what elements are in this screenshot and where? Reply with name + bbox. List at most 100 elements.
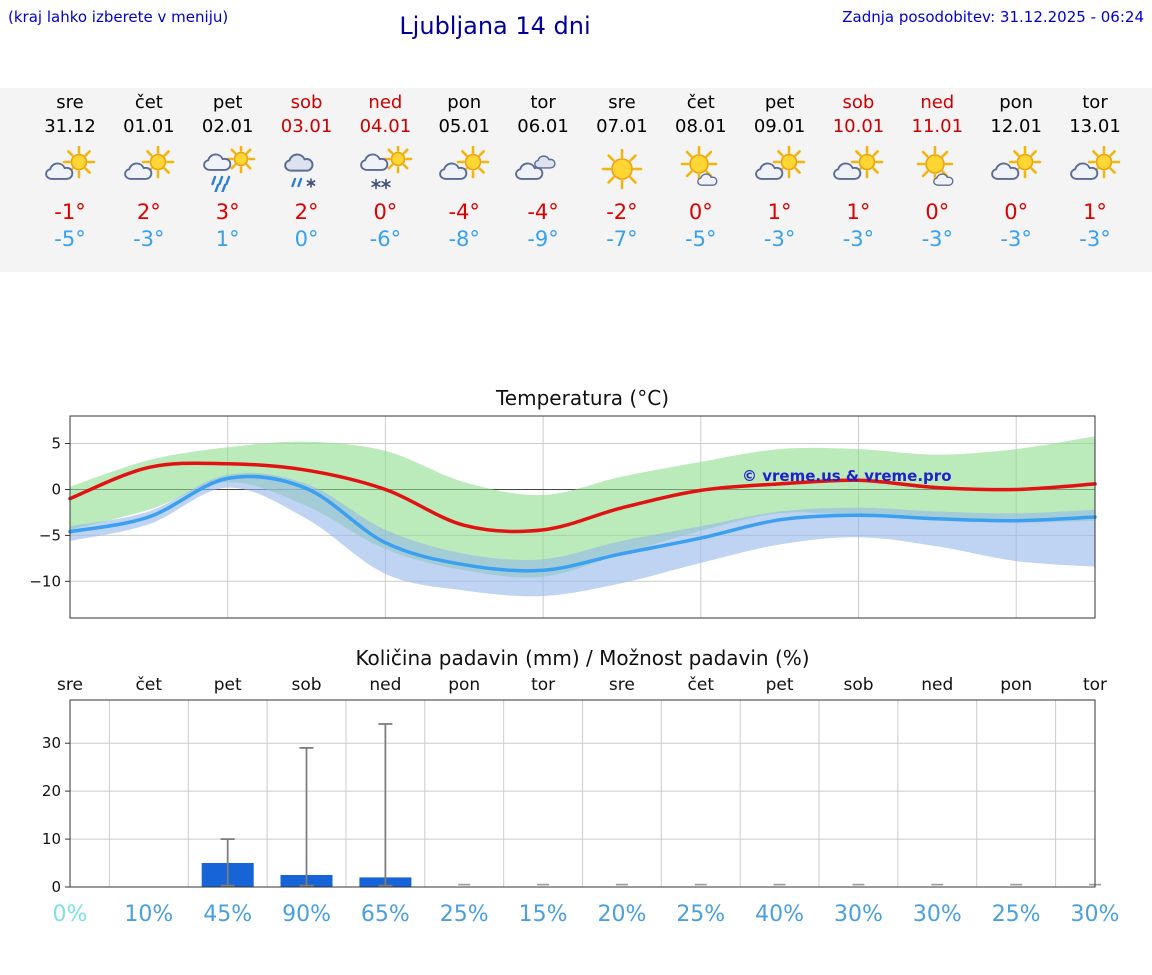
day-high-temp: 0°	[1004, 200, 1029, 224]
precip-day-label: tor	[531, 675, 555, 695]
precip-probability: 25%	[439, 902, 489, 927]
precip-day-label: pon	[448, 675, 480, 695]
day-name: ned	[368, 92, 403, 113]
day-date: 03.01	[280, 116, 333, 137]
day-name: sob	[290, 92, 323, 113]
forecast-day: sob 10.01 1° -3°	[819, 92, 898, 251]
day-date: 01.01	[123, 116, 175, 137]
day-date: 11.01	[911, 116, 964, 137]
precip-day-label: pet	[214, 675, 242, 695]
precip-day-label: sob	[843, 675, 873, 695]
precip-whisker	[220, 838, 235, 887]
day-name: pon	[447, 92, 482, 113]
precip-day-label: pet	[766, 675, 794, 695]
precip-probability: 30%	[912, 902, 962, 927]
precip-probability: 90%	[282, 902, 331, 927]
day-low-temp: -3°	[921, 227, 954, 251]
day-low-temp: -3°	[763, 227, 796, 251]
day-name: ned	[920, 92, 955, 113]
day-high-temp: 0°	[373, 200, 398, 224]
sun-cloud-icon	[31, 145, 110, 192]
day-low-temp: -6°	[369, 227, 402, 251]
sun-cloud-icon	[740, 145, 819, 192]
forecast-day: čet 01.01 2° -3°	[109, 92, 188, 251]
precip-probability: 30%	[1070, 902, 1120, 927]
day-high-temp: 2°	[294, 200, 319, 224]
day-name: tor	[530, 92, 556, 113]
day-low-temp: -3°	[842, 227, 875, 251]
sun-cloud-icon	[109, 145, 188, 192]
temp-ytick-label: −5	[39, 526, 61, 544]
forecast-day: ned 11.01 0° -3°	[898, 92, 977, 251]
precip-probability: 40%	[755, 902, 805, 927]
day-low-temp: -3°	[133, 227, 165, 251]
sleet-icon	[267, 146, 346, 192]
sun-cloud-icon	[1056, 145, 1135, 192]
precip-day-label: sre	[57, 675, 83, 695]
forecast-day: tor 06.01 -4° -9°	[504, 92, 583, 251]
precip-probability: 15%	[518, 902, 568, 927]
precip-probability: 20%	[597, 902, 647, 927]
precip-gridlines	[70, 700, 1095, 887]
precip-ytick-label: 10	[42, 830, 61, 848]
snow-icon	[346, 144, 425, 192]
precip-day-label: tor	[1083, 675, 1107, 695]
day-low-temp: -9°	[527, 227, 559, 251]
day-high-temp: 1°	[767, 200, 792, 224]
day-name: sob	[842, 92, 875, 113]
day-date: 10.01	[832, 116, 885, 137]
forecast-day: pon 05.01 -4° -8°	[425, 92, 504, 251]
day-date: 02.01	[201, 116, 254, 137]
day-low-temp: -3°	[1000, 227, 1032, 251]
forecast-day: pet 02.01 3° 1°	[188, 92, 267, 251]
day-low-temp: -5°	[685, 227, 717, 251]
menu-hint: (kraj lahko izberete v meniju)	[8, 8, 229, 26]
max-temperature-line	[68, 461, 1097, 534]
forecast-day: sob 03.01 2° 0°	[267, 92, 346, 251]
watermark: © vreme.us & vreme.pro	[742, 467, 952, 485]
rain-icon	[188, 144, 267, 194]
day-date: 09.01	[753, 116, 806, 137]
temperature-chart-title: Temperatura (°C)	[495, 386, 669, 410]
temperature-chart: 5 0 −5 −10 © vreme.us & vreme.pro	[29, 415, 1097, 619]
day-low-temp: -8°	[448, 227, 480, 251]
forecast-day: pet 09.01 1° -3°	[740, 92, 819, 251]
day-name: pon	[999, 92, 1034, 113]
sun-cloud-icon	[977, 145, 1056, 192]
sunny-icon	[582, 146, 661, 192]
day-low-temp: -3°	[1079, 227, 1111, 251]
precip-probability: 45%	[203, 902, 253, 927]
precip-plot-border	[69, 699, 1096, 888]
precip-probability: 25%	[676, 902, 726, 927]
max-temperature-range-band	[70, 436, 1095, 578]
precip-ytick-label: 30	[42, 734, 61, 752]
day-high-temp: -2°	[606, 200, 638, 224]
precip-day-label: čet	[688, 675, 715, 695]
precip-day-label: čet	[136, 675, 163, 695]
page-title: Ljubljana 14 dni	[399, 12, 591, 40]
sun-cloud-icon	[425, 145, 504, 192]
day-low-temp: -7°	[606, 227, 638, 251]
precip-probability: 25%	[991, 902, 1041, 927]
precip-probability: 65%	[360, 902, 410, 927]
last-update-timestamp: Zadnja posodobitev: 31.12.2025 - 06:24	[842, 8, 1144, 26]
mostly-sunny-icon	[898, 145, 977, 192]
forecast-day: pon 12.01 0° -3°	[977, 92, 1056, 251]
day-high-temp: 0°	[925, 200, 950, 224]
min-temperature-range-band	[70, 472, 1095, 597]
day-date: 05.01	[438, 116, 490, 137]
day-high-temp: 1°	[846, 200, 871, 224]
cloudy-icon	[504, 146, 583, 192]
day-date: 12.01	[990, 116, 1042, 137]
day-name: čet	[686, 92, 715, 113]
sun-cloud-icon	[819, 145, 898, 192]
day-low-temp: 0°	[294, 227, 319, 251]
precip-probability-row: 0% 10% 45% 90% 65% 25% 15% 20% 25% 40% 30% 30% 25% 30…	[0, 902, 1152, 932]
forecast-day: tor 13.01 1° -3°	[1056, 92, 1135, 251]
precipitation-chart: sre čet pet sob ned pon tor sre čet pet sob ned pon t…	[42, 675, 1107, 896]
temp-ytick-label: 5	[51, 435, 61, 453]
precip-whisker	[299, 747, 314, 887]
day-date: 08.01	[675, 116, 727, 137]
day-high-temp: -4°	[448, 200, 480, 224]
day-name: pet	[764, 92, 795, 113]
